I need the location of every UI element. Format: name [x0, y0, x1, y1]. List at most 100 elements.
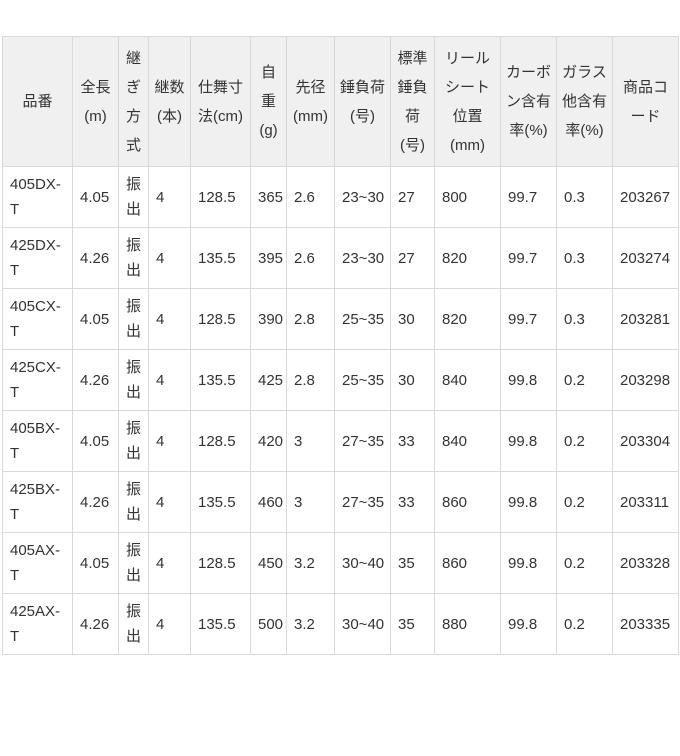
cell-sections: 4	[148, 471, 191, 533]
table-row: 425DX-T 4.26 振出 4 135.5 395 2.6 23~30 27…	[2, 227, 679, 289]
cell-reel-seat-position: 860	[434, 532, 501, 594]
cell-sections: 4	[148, 593, 191, 655]
header-sections: 継数(本)	[148, 36, 191, 167]
cell-joint-type: 振出	[118, 349, 149, 411]
cell-tip-diameter: 3.2	[286, 593, 335, 655]
cell-glass-content: 0.3	[556, 166, 613, 228]
cell-model: 405BX-T	[2, 410, 73, 472]
cell-carbon-content: 99.7	[500, 227, 557, 289]
cell-reel-seat-position: 860	[434, 471, 501, 533]
table-row: 405BX-T 4.05 振出 4 128.5 420 3 27~35 33 8…	[2, 410, 679, 472]
cell-model: 405DX-T	[2, 166, 73, 228]
cell-total-length: 4.05	[72, 166, 119, 228]
cell-model: 425CX-T	[2, 349, 73, 411]
cell-total-length: 4.26	[72, 349, 119, 411]
spec-table-container: 品番 全長(m) 継ぎ方式 継数(本) 仕舞寸法(cm) 自重(g) 先径(mm…	[2, 36, 679, 655]
cell-tip-diameter: 2.8	[286, 349, 335, 411]
header-reel-seat-position: リールシート位置(mm)	[434, 36, 501, 167]
cell-closed-length: 135.5	[190, 471, 251, 533]
cell-sections: 4	[148, 349, 191, 411]
table-row: 405DX-T 4.05 振出 4 128.5 365 2.6 23~30 27…	[2, 166, 679, 228]
cell-total-length: 4.26	[72, 471, 119, 533]
cell-model: 405AX-T	[2, 532, 73, 594]
cell-product-code: 203311	[612, 471, 679, 533]
cell-sections: 4	[148, 166, 191, 228]
cell-sections: 4	[148, 288, 191, 350]
header-row: 品番 全長(m) 継ぎ方式 継数(本) 仕舞寸法(cm) 自重(g) 先径(mm…	[2, 36, 679, 167]
cell-sections: 4	[148, 410, 191, 472]
cell-closed-length: 135.5	[190, 593, 251, 655]
header-model: 品番	[2, 36, 73, 167]
cell-joint-type: 振出	[118, 410, 149, 472]
cell-glass-content: 0.2	[556, 349, 613, 411]
cell-reel-seat-position: 880	[434, 593, 501, 655]
cell-glass-content: 0.2	[556, 410, 613, 472]
header-sinker-load: 錘負荷(号)	[334, 36, 391, 167]
cell-standard-sinker-load: 33	[390, 471, 435, 533]
cell-tip-diameter: 3	[286, 410, 335, 472]
header-glass-content: ガラス他含有率(%)	[556, 36, 613, 167]
cell-standard-sinker-load: 33	[390, 410, 435, 472]
cell-model: 425DX-T	[2, 227, 73, 289]
cell-glass-content: 0.3	[556, 227, 613, 289]
cell-reel-seat-position: 820	[434, 227, 501, 289]
cell-carbon-content: 99.8	[500, 471, 557, 533]
header-weight: 自重(g)	[250, 36, 287, 167]
cell-tip-diameter: 3	[286, 471, 335, 533]
cell-weight: 390	[250, 288, 287, 350]
rod-spec-table: 品番 全長(m) 継ぎ方式 継数(本) 仕舞寸法(cm) 自重(g) 先径(mm…	[2, 36, 679, 655]
cell-glass-content: 0.3	[556, 288, 613, 350]
cell-weight: 500	[250, 593, 287, 655]
cell-closed-length: 128.5	[190, 288, 251, 350]
cell-weight: 450	[250, 532, 287, 594]
cell-standard-sinker-load: 30	[390, 288, 435, 350]
cell-model: 425BX-T	[2, 471, 73, 533]
cell-joint-type: 振出	[118, 532, 149, 594]
cell-standard-sinker-load: 27	[390, 166, 435, 228]
table-row: 425CX-T 4.26 振出 4 135.5 425 2.8 25~35 30…	[2, 349, 679, 411]
cell-tip-diameter: 2.6	[286, 166, 335, 228]
cell-product-code: 203304	[612, 410, 679, 472]
cell-product-code: 203274	[612, 227, 679, 289]
cell-total-length: 4.26	[72, 593, 119, 655]
header-standard-sinker-load: 標準錘負荷(号)	[390, 36, 435, 167]
header-total-length: 全長(m)	[72, 36, 119, 167]
cell-weight: 365	[250, 166, 287, 228]
table-row: 405CX-T 4.05 振出 4 128.5 390 2.8 25~35 30…	[2, 288, 679, 350]
cell-sinker-load: 23~30	[334, 166, 391, 228]
cell-sinker-load: 30~40	[334, 593, 391, 655]
cell-carbon-content: 99.8	[500, 532, 557, 594]
cell-sinker-load: 25~35	[334, 288, 391, 350]
cell-total-length: 4.05	[72, 288, 119, 350]
cell-joint-type: 振出	[118, 593, 149, 655]
header-tip-diameter: 先径(mm)	[286, 36, 335, 167]
cell-model: 405CX-T	[2, 288, 73, 350]
cell-joint-type: 振出	[118, 166, 149, 228]
cell-model: 425AX-T	[2, 593, 73, 655]
cell-reel-seat-position: 820	[434, 288, 501, 350]
cell-tip-diameter: 2.8	[286, 288, 335, 350]
header-product-code: 商品コード	[612, 36, 679, 167]
cell-standard-sinker-load: 27	[390, 227, 435, 289]
cell-carbon-content: 99.7	[500, 166, 557, 228]
cell-sinker-load: 27~35	[334, 471, 391, 533]
cell-closed-length: 135.5	[190, 227, 251, 289]
cell-sections: 4	[148, 227, 191, 289]
cell-reel-seat-position: 840	[434, 410, 501, 472]
cell-carbon-content: 99.8	[500, 593, 557, 655]
cell-carbon-content: 99.7	[500, 288, 557, 350]
table-row: 405AX-T 4.05 振出 4 128.5 450 3.2 30~40 35…	[2, 532, 679, 594]
cell-weight: 420	[250, 410, 287, 472]
cell-product-code: 203335	[612, 593, 679, 655]
cell-sections: 4	[148, 532, 191, 594]
header-carbon-content: カーボン含有率(%)	[500, 36, 557, 167]
cell-glass-content: 0.2	[556, 593, 613, 655]
cell-weight: 460	[250, 471, 287, 533]
cell-weight: 395	[250, 227, 287, 289]
cell-reel-seat-position: 800	[434, 166, 501, 228]
cell-closed-length: 128.5	[190, 166, 251, 228]
cell-joint-type: 振出	[118, 227, 149, 289]
cell-joint-type: 振出	[118, 471, 149, 533]
cell-total-length: 4.05	[72, 532, 119, 594]
cell-sinker-load: 27~35	[334, 410, 391, 472]
